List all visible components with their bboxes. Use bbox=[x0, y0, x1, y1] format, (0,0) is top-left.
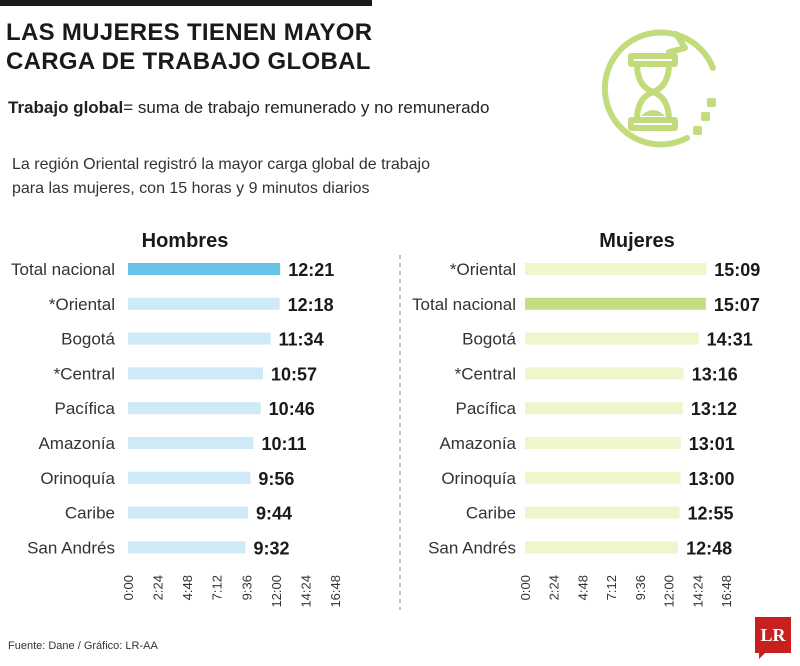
hombres-value-label: 10:11 bbox=[261, 434, 306, 454]
hombres-bar bbox=[128, 297, 280, 310]
hombres-tick-label: 7:12 bbox=[210, 575, 225, 600]
mujeres-category-label: *Central bbox=[455, 364, 516, 383]
hombres-value-label: 9:32 bbox=[253, 538, 289, 558]
mujeres-value-label: 12:48 bbox=[686, 538, 732, 558]
mujeres-category-label: Amazonía bbox=[439, 434, 516, 453]
mujeres-tick-label: 12:00 bbox=[662, 575, 677, 608]
mujeres-value-label: 12:55 bbox=[688, 504, 734, 524]
subtitle-line-2: para las mujeres, con 15 horas y 9 minut… bbox=[12, 180, 370, 197]
mujeres-bar bbox=[525, 263, 707, 275]
hombres-category-label: Amazonía bbox=[38, 434, 115, 453]
mujeres-bar bbox=[525, 402, 683, 415]
mujeres-tick-label: 2:24 bbox=[547, 575, 562, 600]
mujeres-bar bbox=[525, 367, 684, 380]
lr-logo: LR bbox=[755, 617, 791, 659]
mujeres-tick-label: 14:24 bbox=[690, 575, 705, 608]
hombres-category-label: Bogotá bbox=[61, 330, 115, 349]
definition-term: Trabajo global bbox=[8, 98, 124, 117]
hombres-bar bbox=[128, 437, 254, 449]
mujeres-value-label: 13:01 bbox=[689, 434, 735, 454]
subtitle: La región Oriental registró la mayor car… bbox=[12, 153, 482, 201]
mujeres-tick-label: 9:36 bbox=[633, 575, 648, 600]
hombres-category-label: San Andrés bbox=[27, 538, 115, 557]
mujeres-bar bbox=[525, 297, 706, 310]
hombres-tick-label: 14:24 bbox=[298, 575, 313, 608]
hombres-value-label: 9:56 bbox=[258, 469, 294, 489]
mujeres-bar bbox=[525, 506, 680, 519]
hombres-category-label: *Central bbox=[54, 364, 115, 383]
hombres-tick-label: 16:48 bbox=[328, 575, 343, 608]
mujeres-category-label: San Andrés bbox=[428, 538, 516, 557]
hombres-tick-label: 2:24 bbox=[151, 575, 166, 600]
mujeres-bar bbox=[525, 471, 681, 484]
mujeres-bar bbox=[525, 541, 679, 554]
subtitle-line-1: La región Oriental registró la mayor car… bbox=[12, 156, 431, 173]
hombres-tick-label: 12:00 bbox=[269, 575, 284, 608]
mujeres-category-label: Total nacional bbox=[412, 295, 516, 314]
mujeres-bar bbox=[525, 332, 699, 345]
title-line-2: CARGA DE TRABAJO GLOBAL bbox=[6, 48, 371, 75]
mujeres-category-label: Bogotá bbox=[462, 330, 516, 349]
mujeres-value-label: 13:00 bbox=[689, 469, 735, 489]
definition: Trabajo global= suma de trabajo remunera… bbox=[8, 98, 489, 118]
top-rule bbox=[0, 0, 372, 6]
mujeres-value-label: 13:12 bbox=[691, 399, 737, 419]
mujeres-bar bbox=[525, 437, 681, 449]
hombres-bar bbox=[128, 263, 281, 275]
hombres-value-label: 9:44 bbox=[256, 504, 292, 524]
hombres-value-label: 11:34 bbox=[279, 330, 324, 350]
hombres-category-label: *Oriental bbox=[49, 295, 115, 314]
source-note: Fuente: Dane / Gráfico: LR-AA bbox=[8, 640, 158, 652]
definition-text: = suma de trabajo remunerado y no remune… bbox=[123, 98, 490, 117]
hombres-value-label: 12:18 bbox=[288, 295, 334, 315]
hombres-bar bbox=[128, 541, 246, 554]
mujeres-panel-title: Mujeres bbox=[599, 230, 675, 252]
hombres-bar bbox=[128, 332, 271, 345]
hombres-panel-title: Hombres bbox=[142, 230, 229, 252]
mujeres-tick-label: 0:00 bbox=[518, 575, 533, 600]
mujeres-value-label: 14:31 bbox=[707, 330, 753, 350]
hombres-bar bbox=[128, 367, 263, 380]
hombres-value-label: 10:46 bbox=[269, 399, 315, 419]
hombres-value-label: 10:57 bbox=[271, 364, 317, 384]
mujeres-value-label: 15:07 bbox=[714, 295, 760, 315]
mujeres-value-label: 15:09 bbox=[714, 260, 760, 280]
mujeres-tick-label: 16:48 bbox=[719, 575, 734, 608]
mujeres-category-label: Orinoquía bbox=[441, 469, 516, 488]
mujeres-tick-label: 7:12 bbox=[604, 575, 619, 600]
hombres-category-label: Caribe bbox=[65, 504, 115, 523]
mujeres-category-label: *Oriental bbox=[450, 260, 516, 279]
title-line-1: LAS MUJERES TIENEN MAYOR bbox=[6, 19, 373, 46]
mujeres-tick-label: 4:48 bbox=[575, 575, 590, 600]
hourglass-cycle-icon bbox=[601, 29, 716, 148]
page-title: LAS MUJERES TIENEN MAYOR CARGA DE TRABAJ… bbox=[6, 18, 406, 76]
hombres-tick-label: 4:48 bbox=[180, 575, 195, 600]
hombres-tick-label: 9:36 bbox=[239, 575, 254, 600]
hombres-bar bbox=[128, 471, 251, 484]
mujeres-category-label: Caribe bbox=[466, 504, 516, 523]
hombres-bar bbox=[128, 506, 248, 519]
hombres-tick-label: 0:00 bbox=[121, 575, 136, 600]
mujeres-value-label: 13:16 bbox=[692, 364, 738, 384]
hombres-bar bbox=[128, 402, 261, 415]
hombres-value-label: 12:21 bbox=[288, 260, 334, 280]
mujeres-category-label: Pacífica bbox=[456, 399, 517, 418]
hombres-category-label: Orinoquía bbox=[40, 469, 115, 488]
work-hours-chart: Hombres Total nacional 12:21 *Oriental 12:18… bbox=[11, 230, 760, 610]
hombres-category-label: Pacífica bbox=[55, 399, 116, 418]
hombres-category-label: Total nacional bbox=[11, 260, 115, 279]
